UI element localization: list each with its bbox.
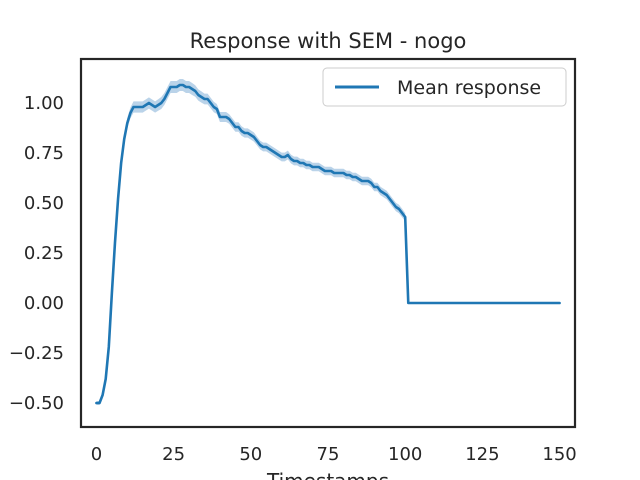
- x-tick-label: 125: [465, 444, 499, 465]
- x-axis-ticks: 0 25 50 75 100 125 150: [91, 444, 577, 465]
- y-tick-label: 0.75: [24, 143, 64, 164]
- x-axis-title: Timestamps: [266, 469, 389, 480]
- legend-box: [322, 67, 567, 107]
- y-tick-label: 0.00: [24, 293, 64, 314]
- y-axis-ticks: −0.50 −0.25 0.00 0.25 0.50 0.75 1.00: [9, 93, 64, 414]
- legend-label-mean-response: Mean response: [397, 77, 541, 99]
- x-tick-label: 100: [388, 444, 422, 465]
- mean-response-line: [95, 83, 561, 405]
- chart-title: Response with SEM - nogo: [190, 29, 467, 53]
- axes-frame: [79, 57, 577, 429]
- plot-area: [95, 79, 561, 405]
- x-tick-label: 0: [91, 444, 102, 465]
- sem-band: [96, 79, 560, 405]
- legend: Mean response: [322, 67, 567, 107]
- y-tick-label: −0.25: [9, 343, 64, 364]
- y-tick-label: 0.50: [24, 193, 64, 214]
- x-tick-label: 75: [317, 444, 340, 465]
- y-tick-label: −0.50: [9, 393, 64, 414]
- y-tick-label: 1.00: [24, 93, 64, 114]
- y-tick-label: 0.25: [24, 243, 64, 264]
- x-tick-label: 150: [542, 444, 576, 465]
- x-tick-label: 25: [162, 444, 185, 465]
- x-tick-label: 50: [239, 444, 262, 465]
